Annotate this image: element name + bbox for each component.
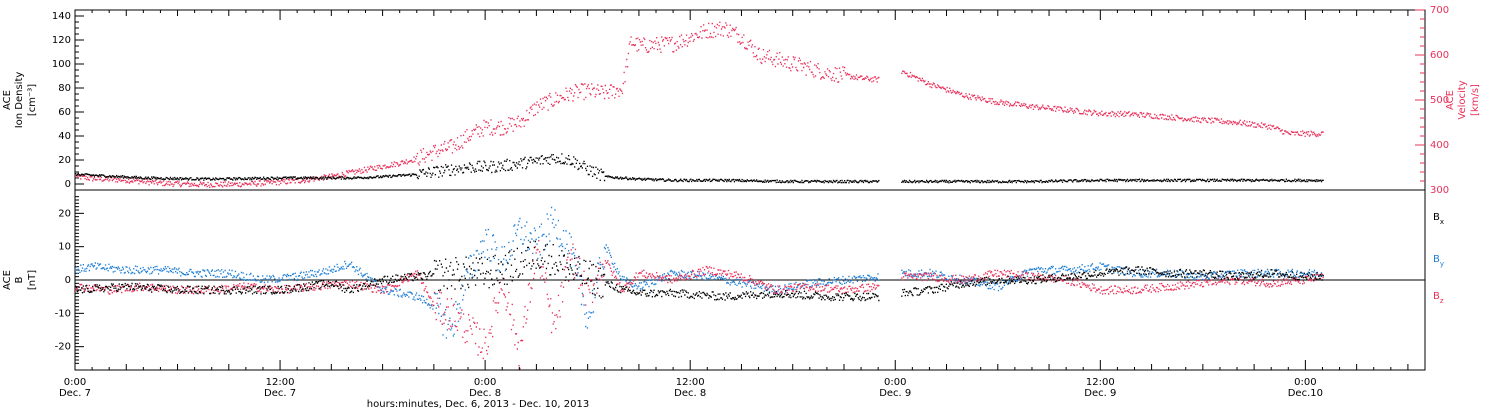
density-series xyxy=(75,153,1324,184)
density-tick-label: 40 xyxy=(58,131,71,142)
density-tick-label: 100 xyxy=(52,59,71,70)
top-panel-frame xyxy=(74,9,1426,191)
b-tick-label: 0 xyxy=(65,275,71,286)
day-tick-label: Dec.10 xyxy=(1288,388,1323,399)
velocity-tick-label: 300 xyxy=(1430,185,1449,196)
top-panel-data xyxy=(75,21,1324,188)
velocity-tick-label: 600 xyxy=(1430,50,1449,61)
time-tick-label: 12:00 xyxy=(676,377,705,388)
b-tick-label: -20 xyxy=(55,342,71,353)
bz-series xyxy=(75,240,1324,370)
density-tick-label: 80 xyxy=(58,83,71,94)
b-tick-label: 20 xyxy=(58,208,71,219)
b-tick-label: -10 xyxy=(55,308,71,319)
time-tick-label: 0:00 xyxy=(884,377,906,388)
day-tick-label: Dec. 8 xyxy=(674,388,706,399)
b-label-line3: [nT] xyxy=(27,270,38,290)
velocity-axis-ticks: 300 400 500 600 700 xyxy=(1415,5,1449,196)
density-label-line2: Ion Density xyxy=(14,72,25,129)
density-label-line1: ACE xyxy=(2,90,13,110)
velocity-label-line1: ACE xyxy=(1445,90,1456,110)
b-tick-label: 10 xyxy=(58,242,71,253)
b-axis-ticks: -20 -10 0 10 20 xyxy=(55,196,1425,364)
legend-bx: Bx xyxy=(1433,212,1444,226)
day-tick-label: Dec. 9 xyxy=(879,388,911,399)
legend-bz: Bz xyxy=(1433,291,1444,305)
b-label-line2: B xyxy=(14,276,25,283)
time-tick-label: 0:00 xyxy=(1294,377,1316,388)
velocity-label-line3: [km/s] xyxy=(1470,84,1481,116)
time-tick-label: 0:00 xyxy=(64,377,86,388)
velocity-tick-label: 700 xyxy=(1430,5,1449,16)
velocity-series xyxy=(75,21,1324,188)
velocity-tick-label: 500 xyxy=(1430,95,1449,106)
day-tick-label: Dec. 7 xyxy=(264,388,296,399)
day-tick-label: Dec. 8 xyxy=(469,388,501,399)
velocity-label-line2: Velocity xyxy=(1457,80,1468,119)
b-label-line1: ACE xyxy=(2,270,13,290)
density-tick-label: 60 xyxy=(58,107,71,118)
top-panel: 0 20 40 60 80 100 120 140 300 400 500 600 700 ACE I… xyxy=(2,5,1481,196)
by-series xyxy=(75,206,1324,339)
time-tick-label: 12:00 xyxy=(266,377,295,388)
time-tick-label: 12:00 xyxy=(1086,377,1115,388)
b-legend: Bx By Bz xyxy=(1433,212,1444,305)
bx-series xyxy=(75,240,1324,302)
day-tick-label: Dec. 7 xyxy=(59,388,91,399)
density-tick-label: 0 xyxy=(65,179,71,190)
velocity-tick-label: 400 xyxy=(1430,140,1449,151)
time-tick-label: 0:00 xyxy=(474,377,496,388)
day-tick-label: Dec. 9 xyxy=(1084,388,1116,399)
legend-by: By xyxy=(1433,254,1444,268)
bottom-panel-data xyxy=(75,206,1324,370)
density-label-line3: [cm⁻³] xyxy=(27,84,38,116)
bottom-panel: -20 -10 0 10 20 ACE B [nT] Bx By Bz xyxy=(2,189,1444,371)
time-axis-caption: hours:minutes, Dec. 6, 2013 - Dec. 10, 2… xyxy=(367,399,589,410)
density-tick-label: 140 xyxy=(52,11,71,22)
density-tick-label: 120 xyxy=(52,35,71,46)
density-axis-ticks: 0 20 40 60 80 100 120 140 xyxy=(52,11,84,190)
density-tick-label: 20 xyxy=(58,155,71,166)
